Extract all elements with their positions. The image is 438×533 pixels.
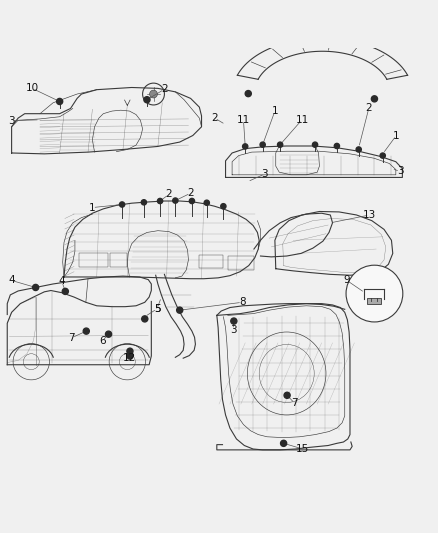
Text: 1: 1 [393, 131, 399, 141]
Text: 11: 11 [237, 115, 250, 125]
Circle shape [173, 198, 178, 203]
Circle shape [120, 202, 125, 207]
Bar [79, 253, 108, 266]
Text: 2: 2 [365, 103, 372, 114]
Text: 3: 3 [230, 325, 237, 335]
Text: 2: 2 [161, 84, 168, 94]
Circle shape [260, 142, 265, 147]
Text: 15: 15 [296, 444, 310, 454]
Circle shape [281, 440, 287, 446]
Text: 7: 7 [69, 333, 75, 343]
Text: 5: 5 [154, 304, 160, 314]
Circle shape [177, 307, 183, 313]
Circle shape [346, 265, 403, 322]
Text: 10: 10 [25, 83, 39, 93]
Circle shape [204, 200, 209, 205]
Circle shape [83, 328, 89, 334]
Circle shape [106, 331, 112, 337]
Text: 6: 6 [99, 336, 106, 346]
Circle shape [245, 91, 251, 96]
Text: 5: 5 [154, 304, 160, 314]
Circle shape [371, 96, 378, 102]
Bar [367, 298, 381, 304]
Text: 3: 3 [397, 166, 403, 176]
Bar [228, 256, 254, 270]
Text: 3: 3 [8, 116, 15, 126]
Circle shape [127, 348, 133, 354]
Circle shape [380, 153, 385, 158]
Text: 7: 7 [291, 398, 298, 408]
Circle shape [278, 142, 283, 147]
Text: 2: 2 [211, 113, 218, 123]
Circle shape [62, 288, 68, 294]
Circle shape [356, 147, 361, 152]
Text: 11: 11 [295, 115, 309, 125]
Bar [110, 253, 127, 266]
Circle shape [334, 143, 339, 149]
Circle shape [142, 316, 148, 322]
Text: 9: 9 [344, 276, 350, 286]
Circle shape [127, 353, 133, 359]
Text: 13: 13 [363, 210, 376, 220]
Text: 4: 4 [59, 276, 65, 286]
Text: 4: 4 [8, 276, 15, 286]
Bar [199, 255, 223, 268]
Text: 1: 1 [272, 106, 278, 116]
Circle shape [231, 318, 237, 324]
Circle shape [221, 204, 226, 209]
Circle shape [189, 198, 194, 204]
Circle shape [284, 392, 290, 398]
Circle shape [144, 96, 150, 103]
Text: 1: 1 [89, 203, 95, 213]
Text: 12: 12 [123, 353, 136, 363]
Circle shape [141, 200, 147, 205]
Circle shape [157, 198, 162, 204]
Circle shape [150, 90, 157, 98]
Circle shape [57, 99, 63, 104]
Text: 2: 2 [187, 188, 194, 198]
Circle shape [32, 285, 39, 290]
Text: 8: 8 [239, 297, 245, 308]
Circle shape [312, 142, 318, 147]
Text: 3: 3 [261, 169, 268, 179]
Circle shape [243, 144, 248, 149]
Text: 2: 2 [166, 189, 172, 199]
